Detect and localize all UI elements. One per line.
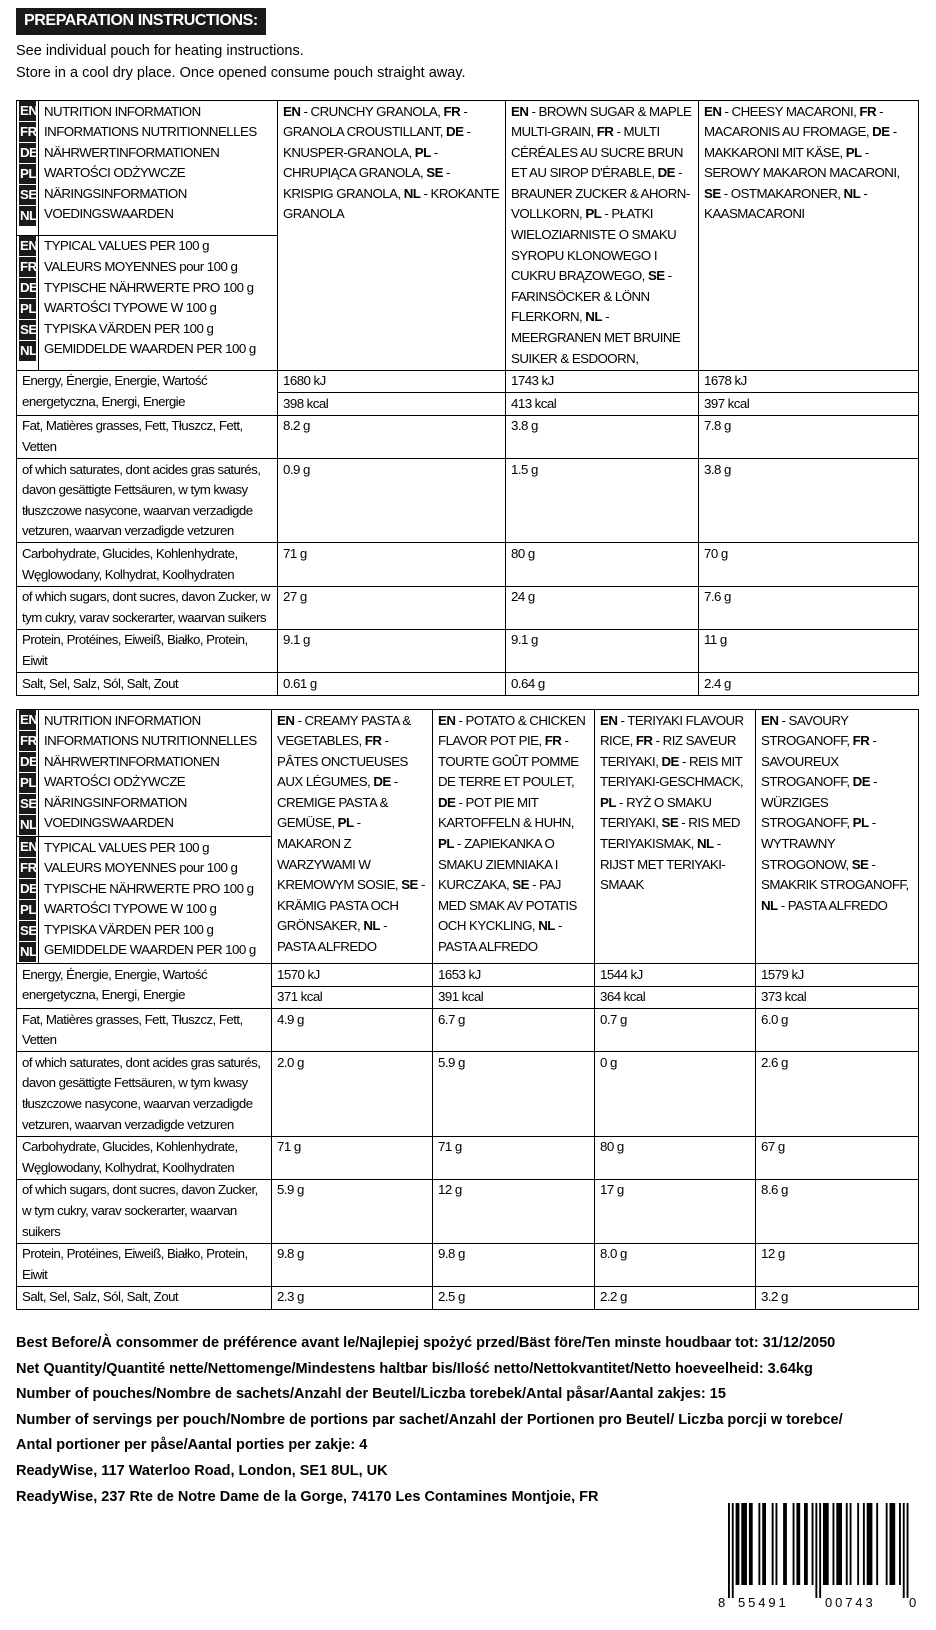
svg-text:55491: 55491 <box>738 1595 789 1610</box>
svg-text:00743: 00743 <box>825 1595 876 1610</box>
svg-text:0: 0 <box>909 1595 916 1610</box>
svg-text:8: 8 <box>718 1595 725 1610</box>
